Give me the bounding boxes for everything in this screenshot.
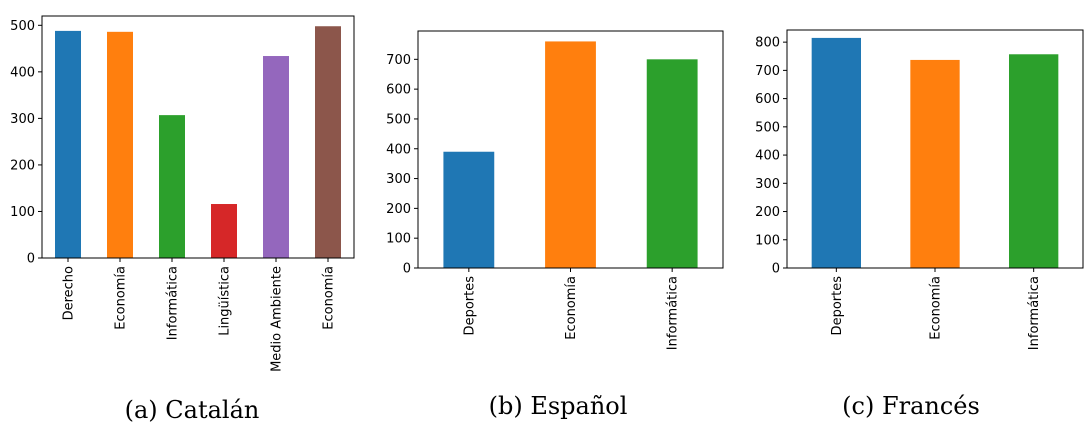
bar-2 [107,31,133,259]
bar-1 [443,151,495,268]
x-tick-label: Economía [929,276,944,340]
y-tick-label: 600 [386,83,411,98]
chart-panel-espanol: (b) Español 0 100 200 300 400 500 600 700 Deport… [360,0,726,430]
bar-4 [211,204,237,258]
y-tick-label: 500 [10,19,35,34]
chart-catalan: (a) Catalán 0 100 200 300 400 500 Derecho Econo… [10,15,355,424]
y-tick-label: 400 [386,142,411,157]
y-tick-label: 100 [10,205,35,220]
y-tick-label: 700 [386,53,411,68]
y-tick-label: 200 [10,158,35,173]
y-tick-label: 300 [386,172,411,187]
x-tick-label: Deportes [830,276,845,336]
y-tick-label: 100 [386,232,411,247]
bar-3 [159,115,185,258]
caption-catalan: (a) Catalán [125,396,260,424]
caption-espanol: (b) Español [489,392,628,420]
y-tick-label: 700 [755,64,780,79]
y-tick-label: 300 [10,112,35,127]
bar-2 [545,41,596,269]
x-tick-label: Informática [166,266,181,340]
chart-panel-catalan: (a) Catalán 0 100 200 300 400 500 Derecho Econo… [0,0,360,430]
x-tick-label: Informática [666,276,681,350]
y-tick-label: 200 [386,202,411,217]
x-tick-label: Lingüística [218,266,233,336]
chart-panel-frances: (c) Francés 0 100 200 300 400 500 600 700 800 Dep… [726,0,1086,430]
x-tick-label: Economía [322,266,337,330]
bar-2 [910,59,960,268]
x-tick-label: Derecho [62,266,77,320]
chart-frances: (c) Francés 0 100 200 300 400 500 600 700 800 Dep… [755,29,1084,420]
x-tick-label: Medio Ambiente [270,266,285,372]
chart-espanol: (b) Español 0 100 200 300 400 500 600 700 Deport… [386,30,724,420]
y-tick-label: 200 [755,205,780,220]
y-tick-label: 500 [755,120,780,135]
bar-1 [55,30,81,259]
bar-5 [263,56,289,259]
bar-1 [811,37,861,268]
caption-frances: (c) Francés [842,392,980,420]
y-tick-label: 400 [755,149,780,164]
x-tick-label: Deportes [462,276,477,336]
x-tick-label: Economía [564,276,579,340]
x-tick-label: Informática [1027,276,1042,350]
y-tick-label: 100 [755,233,780,248]
y-tick-label: 0 [772,262,780,277]
y-tick-label: 800 [755,36,780,51]
y-tick-label: 400 [10,65,35,80]
x-tick-label: Economía [114,266,129,330]
plot-frame [41,15,355,259]
bar-6 [315,26,341,258]
y-tick-label: 500 [386,112,411,127]
y-tick-label: 600 [755,92,780,107]
y-tick-label: 0 [27,252,35,267]
bar-3 [646,59,698,268]
y-tick-label: 0 [403,262,411,277]
bar-3 [1009,54,1059,268]
y-tick-label: 300 [755,177,780,192]
